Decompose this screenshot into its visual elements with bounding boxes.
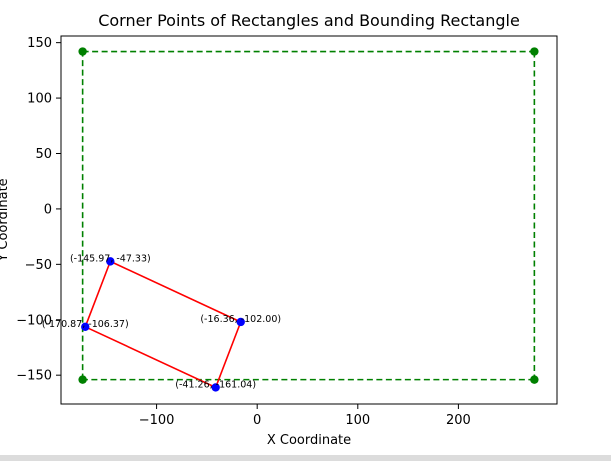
y-tick-label: −50 [25, 258, 52, 273]
x-tick-label: 200 [446, 413, 471, 428]
y-axis-title: Y Coordinate [0, 178, 11, 262]
x-tick-label: −100 [139, 413, 175, 428]
rectangle-edge [214, 321, 242, 388]
y-tick-label: 0 [44, 202, 52, 217]
point-label: (-16.36, -102.00) [200, 314, 281, 325]
y-axis: 150 100 50 0 −50 −100 −150 [16, 36, 61, 384]
rectangle-edge [84, 261, 112, 328]
bounding-corner-point [530, 47, 539, 56]
bounding-corner-point [78, 375, 87, 384]
bounding-corner-point [78, 47, 87, 56]
y-tick-label: −100 [16, 313, 52, 328]
plot-area: (-145.97, -47.33) (-16.36, -102.00) (-41.2… [42, 47, 539, 392]
bounding-corner-point [530, 375, 539, 384]
rectangle-corner-point [81, 322, 90, 332]
point-label: (-170.87, -106.37) [42, 319, 129, 330]
rectangle-corner-point [236, 317, 245, 327]
rectangle-edge [84, 326, 217, 389]
axes-frame [60, 35, 558, 405]
y-tick-label: 150 [27, 36, 52, 51]
chart-title: Corner Points of Rectangles and Bounding… [98, 11, 520, 30]
point-label: (-145.97, -47.33) [70, 253, 151, 264]
window-bottom-strip [0, 455, 611, 461]
rectangle-corner-point [106, 257, 115, 266]
point-label: (-41.26, -161.04) [175, 379, 256, 390]
x-tick-label: 100 [345, 413, 370, 428]
x-axis: −100 0 100 200 [139, 404, 471, 428]
y-tick-label: 50 [35, 147, 52, 162]
y-tick-label: −150 [16, 369, 52, 384]
y-tick-label: 100 [27, 92, 52, 107]
rectangle-corner-point [211, 383, 220, 392]
x-axis-title: X Coordinate [267, 433, 351, 448]
rectangle-edge [109, 260, 242, 323]
x-tick-label: 0 [253, 413, 261, 428]
